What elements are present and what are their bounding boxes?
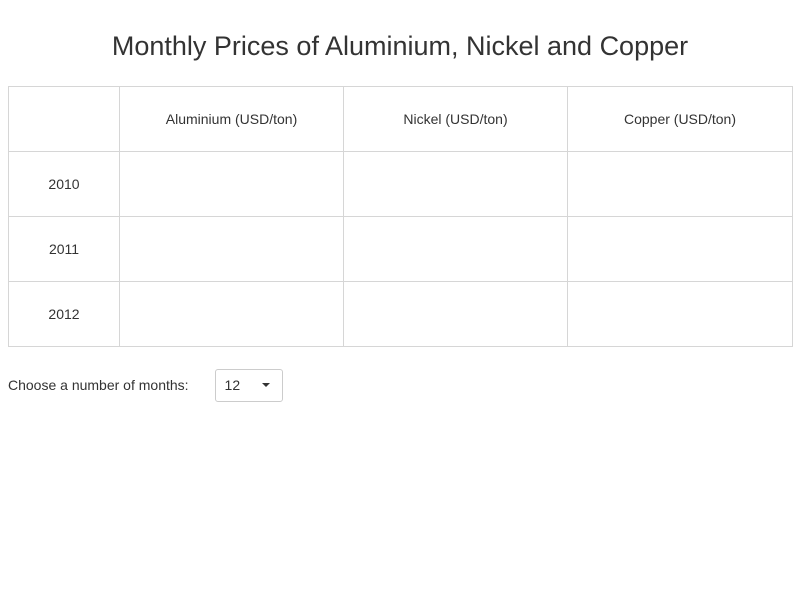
table-cell (567, 281, 793, 347)
column-header-copper: Copper (USD/ton) (567, 86, 793, 152)
table-cell (343, 216, 568, 282)
table-cell (119, 216, 344, 282)
table-cell (343, 151, 568, 217)
table-row: 2010 (8, 151, 793, 217)
column-header-nickel: Nickel (USD/ton) (343, 86, 568, 152)
table-row: 2012 (8, 281, 793, 347)
chevron-down-icon (261, 383, 270, 387)
column-header-aluminium: Aluminium (USD/ton) (119, 86, 344, 152)
page-title: Monthly Prices of Aluminium, Nickel and … (111, 31, 689, 61)
table-cell (343, 281, 568, 347)
prices-table: Aluminium (USD/ton) Nickel (USD/ton) Cop… (8, 86, 793, 347)
table-cell (567, 216, 793, 282)
months-select-value: 12 (224, 377, 241, 393)
table-corner-cell (8, 86, 120, 152)
table-row: 2011 (8, 216, 793, 282)
row-header-year: 2010 (8, 151, 120, 217)
row-header-year: 2011 (8, 216, 120, 282)
months-control: Choose a number of months: 12 (8, 367, 283, 403)
table-header-row: Aluminium (USD/ton) Nickel (USD/ton) Cop… (8, 86, 793, 152)
table-cell (119, 151, 344, 217)
row-header-year: 2012 (8, 281, 120, 347)
months-select[interactable]: 12 (214, 368, 283, 402)
months-label: Choose a number of months: (8, 377, 189, 393)
table-cell (567, 151, 793, 217)
table-cell (119, 281, 344, 347)
